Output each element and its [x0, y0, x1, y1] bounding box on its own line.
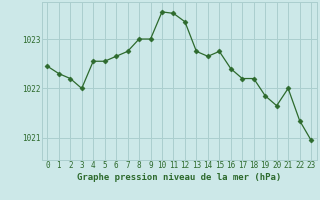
X-axis label: Graphe pression niveau de la mer (hPa): Graphe pression niveau de la mer (hPa)	[77, 173, 281, 182]
